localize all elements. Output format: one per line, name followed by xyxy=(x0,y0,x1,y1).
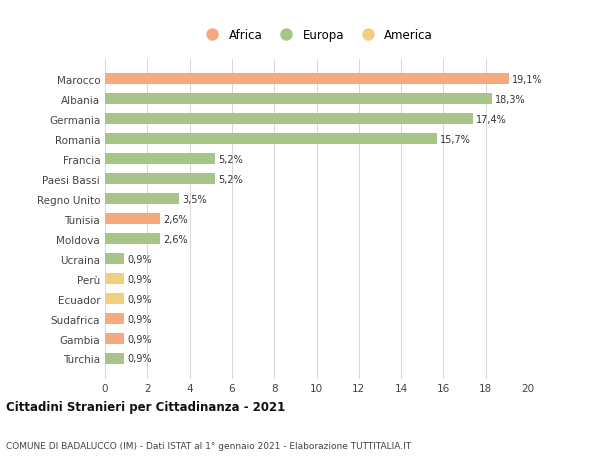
Bar xyxy=(105,194,179,205)
Bar xyxy=(105,174,215,185)
Bar xyxy=(105,293,124,304)
Text: 2,6%: 2,6% xyxy=(163,214,188,224)
Text: 15,7%: 15,7% xyxy=(440,134,471,145)
Legend: Africa, Europa, America: Africa, Europa, America xyxy=(196,24,437,46)
Bar xyxy=(105,274,124,285)
Bar xyxy=(105,74,509,85)
Bar xyxy=(105,114,473,125)
Text: 3,5%: 3,5% xyxy=(182,194,207,204)
Text: 5,2%: 5,2% xyxy=(218,154,243,164)
Bar xyxy=(105,154,215,165)
Bar xyxy=(105,253,124,264)
Text: Cittadini Stranieri per Cittadinanza - 2021: Cittadini Stranieri per Cittadinanza - 2… xyxy=(6,400,285,413)
Text: 0,9%: 0,9% xyxy=(127,314,152,324)
Text: 0,9%: 0,9% xyxy=(127,294,152,304)
Text: 0,9%: 0,9% xyxy=(127,354,152,364)
Text: 2,6%: 2,6% xyxy=(163,234,188,244)
Text: COMUNE DI BADALUCCO (IM) - Dati ISTAT al 1° gennaio 2021 - Elaborazione TUTTITAL: COMUNE DI BADALUCCO (IM) - Dati ISTAT al… xyxy=(6,441,411,450)
Text: 0,9%: 0,9% xyxy=(127,274,152,284)
Text: 0,9%: 0,9% xyxy=(127,254,152,264)
Text: 0,9%: 0,9% xyxy=(127,334,152,344)
Text: 5,2%: 5,2% xyxy=(218,174,243,185)
Bar xyxy=(105,214,160,224)
Bar xyxy=(105,313,124,325)
Bar xyxy=(105,94,492,105)
Text: 19,1%: 19,1% xyxy=(512,75,543,84)
Bar xyxy=(105,353,124,364)
Bar xyxy=(105,234,160,245)
Text: 17,4%: 17,4% xyxy=(476,115,507,124)
Text: 18,3%: 18,3% xyxy=(495,95,526,105)
Bar xyxy=(105,333,124,344)
Bar xyxy=(105,134,437,145)
